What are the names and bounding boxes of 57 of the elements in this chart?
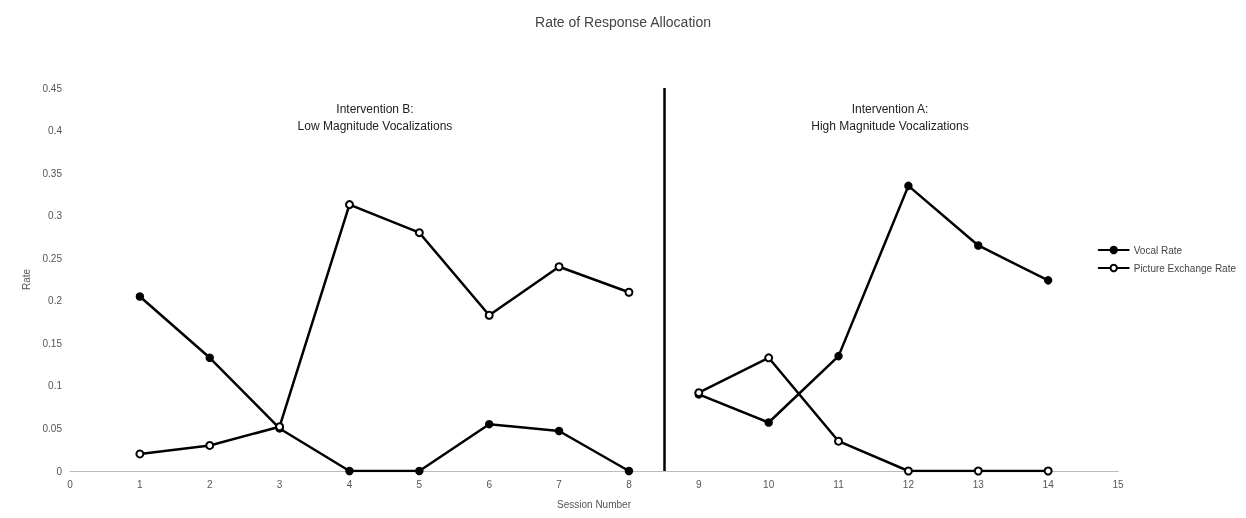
point (834, 351, 843, 361)
point (764, 418, 773, 427)
x-tick-label: 5 (416, 478, 423, 490)
y-tick-label: 0 (56, 465, 63, 477)
x-axis-title: Session Number (557, 498, 632, 510)
x-tick-label: 1 (137, 478, 144, 490)
point (554, 426, 564, 436)
y-tick-label: 0.35 (42, 167, 63, 179)
annotation: Intervention B: Low Magnitude Vocalizations (297, 101, 453, 133)
point (554, 262, 564, 272)
point (974, 241, 983, 250)
y-axis-title: Rate (21, 268, 33, 291)
y-tick-label: 0.15 (42, 337, 63, 349)
x-tick-label: 7 (556, 478, 563, 490)
y-tick-label: 0.2 (48, 295, 63, 307)
point (1043, 466, 1053, 476)
point (345, 466, 354, 476)
chart-title: Rate of Response Allocation (535, 14, 711, 30)
x-tick-label: 11 (833, 478, 845, 490)
x-tick-label: 15 (1112, 478, 1124, 490)
point (1043, 276, 1053, 285)
x-tick-label: 0 (67, 478, 74, 490)
y-tick-label: 0.05 (42, 422, 63, 434)
point (415, 466, 424, 476)
point (973, 466, 983, 476)
x-tick-label: 2 (206, 478, 213, 490)
y-tick-label: 0.1 (48, 380, 63, 392)
point (484, 310, 494, 320)
x-tick-label: 6 (486, 478, 493, 490)
y-tick-label: 0.3 (48, 210, 63, 222)
point (344, 200, 354, 210)
legend-label: Picture Exchange Rate (1133, 262, 1237, 274)
y-tick-label: 0.25 (42, 252, 63, 264)
point (764, 353, 774, 363)
legend-label: Vocal Rate (1133, 244, 1183, 256)
x-tick-label: 9 (696, 478, 703, 490)
x-tick-label: 3 (276, 478, 283, 490)
x-tick-label: 10 (763, 478, 775, 490)
x-tick-label: 14 (1042, 478, 1055, 490)
annotation: Intervention A: High Magnitude Vocalizations (811, 101, 969, 133)
point (834, 436, 844, 446)
point (484, 419, 494, 429)
point (624, 466, 634, 476)
point (903, 466, 913, 476)
point (904, 181, 913, 191)
point (624, 287, 634, 297)
x-tick-label: 4 (346, 478, 353, 490)
point (414, 228, 424, 238)
point (205, 353, 214, 363)
x-tick-label: 12 (902, 478, 915, 490)
x-tick-label: 13 (972, 478, 985, 490)
y-tick-label: 0.4 (48, 125, 63, 137)
point (135, 292, 145, 301)
point (135, 449, 145, 459)
x-tick-label: 8 (626, 478, 633, 490)
point (205, 440, 215, 450)
y-tick-label: 0.45 (42, 82, 63, 94)
